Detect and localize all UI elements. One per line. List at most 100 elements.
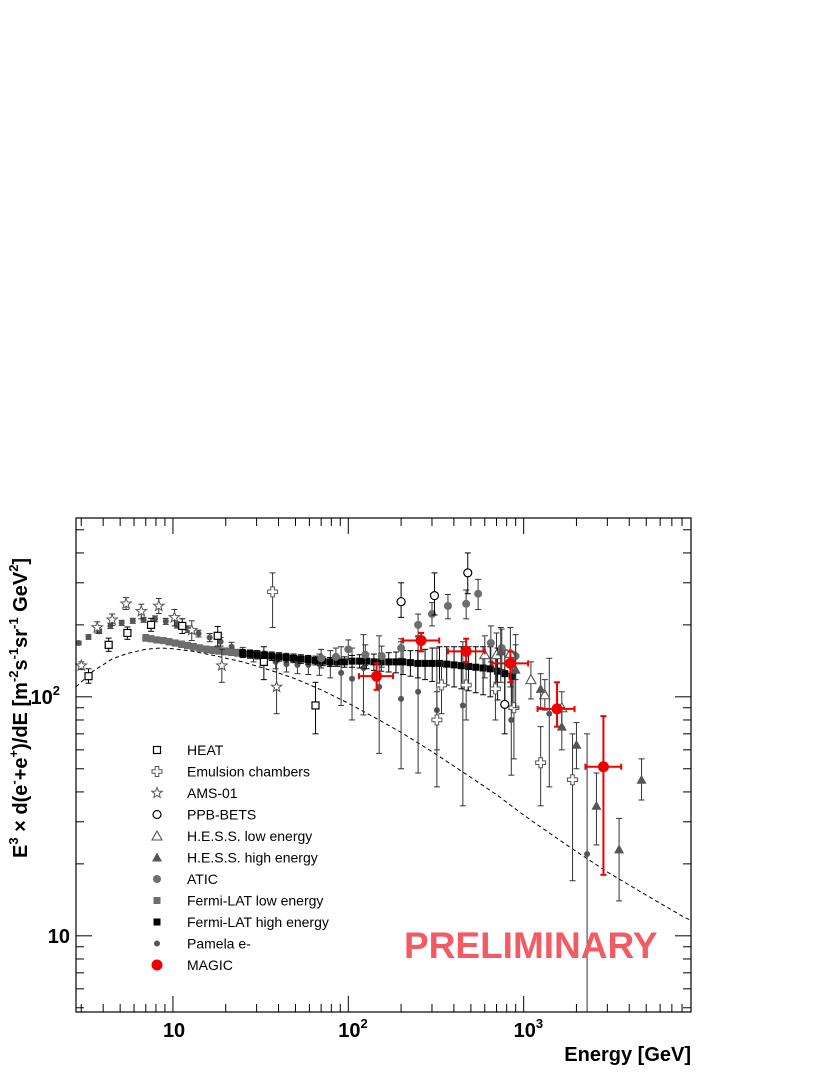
series-heat (84, 617, 320, 735)
data-point (392, 658, 400, 666)
data-point (142, 634, 150, 642)
x-axis-title: Energy [GeV] (564, 1044, 691, 1066)
series-h-e-s-s-high-energy (495, 626, 647, 902)
data-point (227, 648, 235, 656)
series-ams-01 (74, 596, 284, 715)
data-point (414, 659, 422, 667)
data-point (282, 654, 290, 662)
data-point (190, 643, 198, 651)
legend-marker (151, 766, 163, 777)
data-point (636, 774, 647, 784)
legend-label: ATIC (187, 871, 218, 887)
model-curve (75, 647, 692, 921)
data-point (253, 651, 261, 659)
legend-marker (152, 745, 162, 755)
data-point (338, 669, 345, 676)
data-point (510, 664, 521, 674)
legend-marker (153, 875, 161, 883)
data-point (415, 688, 422, 695)
legend-item: H.E.S.S. high energy (152, 850, 318, 866)
data-point (129, 617, 136, 624)
data-point (436, 679, 448, 691)
data-point (556, 721, 567, 731)
data-point (614, 844, 625, 854)
legend-marker (153, 918, 161, 926)
data-point (162, 618, 169, 625)
data-point (567, 774, 579, 786)
legend-marker (151, 959, 163, 971)
data-point (331, 652, 340, 661)
data-point (397, 644, 406, 653)
legend-item: Emulsion chambers (151, 764, 310, 780)
data-point (472, 663, 480, 671)
series-ppb-bets (396, 552, 510, 735)
data-point (406, 659, 414, 667)
data-point (202, 645, 210, 653)
legend-item: Fermi-LAT high energy (153, 914, 329, 930)
legend-marker (154, 940, 160, 947)
series-magic (357, 631, 623, 876)
data-point (297, 655, 305, 663)
data-point (486, 638, 495, 647)
data-point (159, 637, 167, 645)
data-point (535, 757, 547, 769)
data-point (524, 673, 537, 685)
x-tick-label: 10 (163, 1020, 185, 1042)
data-point (431, 714, 443, 726)
data-point (340, 658, 348, 666)
legend-label: AMS-01 (187, 785, 238, 801)
x-tick-label: 102 (338, 1016, 367, 1042)
data-point (259, 657, 268, 666)
legend-item: ATIC (153, 871, 218, 887)
data-point (123, 628, 132, 638)
data-point (370, 658, 378, 666)
legend-marker (152, 809, 162, 820)
data-point (486, 665, 494, 673)
data-point (85, 633, 92, 640)
data-point (460, 645, 472, 657)
series-fermi-lat-high-energy (239, 646, 516, 709)
data-point (414, 620, 423, 629)
data-point (356, 657, 364, 665)
data-point (508, 716, 515, 723)
data-point (546, 710, 553, 717)
data-point (171, 639, 179, 647)
x-tick-label: 103 (514, 1016, 543, 1042)
data-point (185, 623, 199, 636)
data-point (233, 649, 241, 657)
data-point (361, 650, 370, 659)
data-point (146, 620, 156, 629)
data-point (421, 659, 429, 667)
data-point (376, 683, 383, 690)
data-point (428, 659, 436, 667)
data-point (196, 644, 204, 652)
data-point (494, 667, 502, 675)
data-point (460, 679, 472, 691)
legend-item: Fermi-LAT low energy (153, 893, 323, 909)
data-point (178, 621, 187, 631)
data-point (479, 664, 487, 672)
data-point (443, 601, 452, 610)
data-point (290, 654, 298, 662)
data-point (178, 640, 186, 648)
legend-item: PPB-BETS (152, 807, 256, 823)
data-point (311, 656, 319, 664)
data-point (508, 672, 516, 680)
legend-item: AMS-01 (150, 785, 238, 801)
data-point (495, 646, 506, 656)
data-point (462, 599, 471, 608)
legend-marker (150, 786, 164, 799)
data-point (584, 850, 591, 857)
data-point (457, 662, 465, 670)
legend-marker (151, 829, 163, 841)
data-point (363, 657, 371, 665)
data-point (597, 761, 609, 773)
data-point (371, 670, 383, 682)
data-point (215, 647, 223, 655)
data-point (217, 638, 224, 645)
data-point (551, 703, 563, 715)
legend-item: H.E.S.S. low energy (151, 828, 312, 844)
data-point (465, 662, 473, 670)
data-point (213, 631, 222, 640)
data-point (463, 568, 473, 578)
